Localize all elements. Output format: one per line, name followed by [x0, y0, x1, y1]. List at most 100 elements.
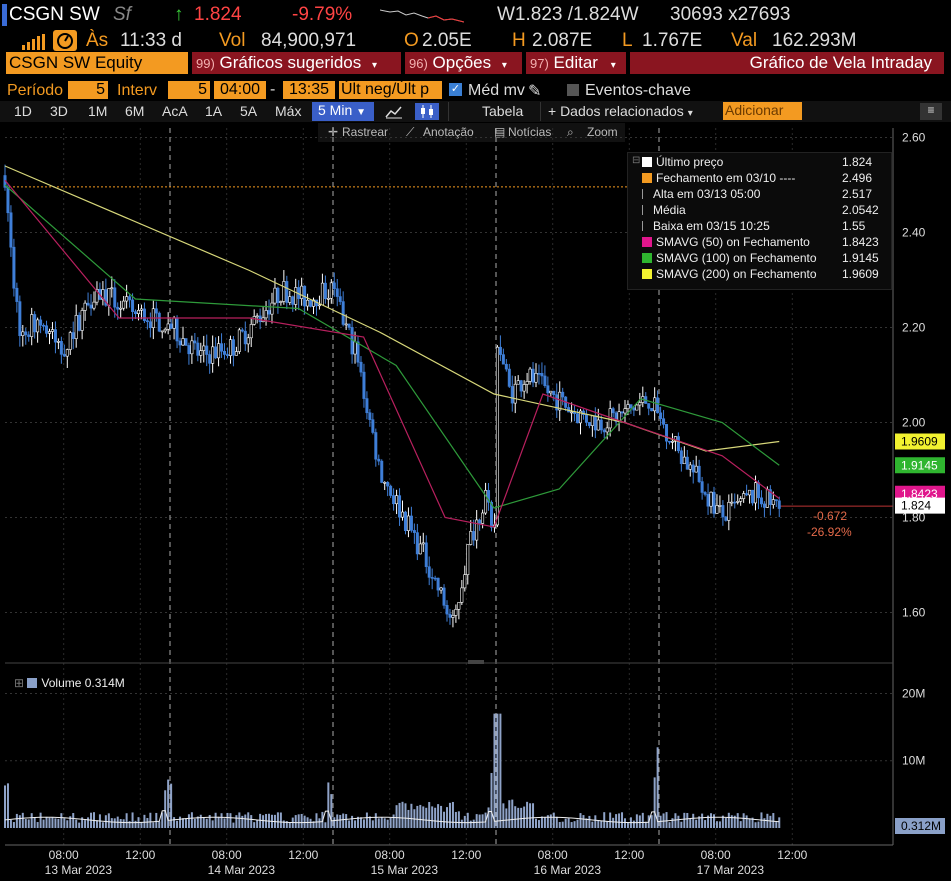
interval-input[interactable]: 5	[168, 81, 210, 99]
candle-body	[267, 310, 271, 315]
candle-body	[6, 187, 10, 214]
candle-body	[122, 300, 126, 309]
candle-body	[679, 450, 683, 465]
range-1m[interactable]: 1M	[88, 103, 108, 119]
volume-bar	[161, 812, 164, 828]
candle-body	[74, 315, 78, 339]
candle-body	[335, 288, 339, 297]
sma100-tag: 1.9145	[901, 458, 938, 472]
volume-tag-bg	[895, 818, 945, 834]
date-tick-label: 17 Mar 2023	[697, 863, 765, 877]
time-tick-label: 08:00	[538, 848, 568, 862]
volume-bar	[220, 813, 223, 828]
range-6m[interactable]: 6M	[125, 103, 145, 119]
pencil-icon[interactable]: ⟋	[406, 125, 415, 139]
volume-bar	[21, 812, 24, 828]
volume-bar	[288, 822, 291, 828]
candle-type-icon[interactable]	[415, 103, 439, 120]
menu-suggested-charts[interactable]: 99) Gráficos sugeridos ▾	[192, 52, 401, 74]
candle-body	[264, 310, 268, 319]
news-button[interactable]: Notícias	[508, 125, 552, 139]
last-price-tag-bg	[895, 497, 945, 514]
candle-body	[208, 354, 212, 364]
volume-bar	[223, 818, 226, 828]
candle-body	[451, 615, 455, 618]
candle-body	[119, 307, 123, 310]
volume-bar	[701, 813, 704, 828]
volume-bar	[72, 813, 75, 828]
range-1y[interactable]: 1A	[205, 103, 223, 119]
volume-bar	[778, 817, 781, 828]
candle-body	[498, 346, 502, 355]
volume-bar	[769, 815, 772, 828]
candle-body	[347, 323, 351, 328]
volume-bar	[647, 815, 650, 828]
news-icon[interactable]: ▤	[494, 125, 506, 139]
volume-bar	[131, 812, 134, 828]
legend-value: 1.55	[842, 219, 866, 233]
change-label: -0.672	[813, 509, 847, 523]
candle-body	[623, 408, 627, 414]
candle-body	[294, 287, 298, 305]
collapse-icon[interactable]: ⊟	[632, 155, 641, 166]
line-chart-icon[interactable]	[385, 104, 403, 119]
track-button[interactable]: Rastrear	[342, 125, 389, 139]
candle-body	[519, 380, 523, 392]
menu-icon[interactable]: ≡	[920, 103, 942, 120]
volume-bar	[152, 822, 155, 828]
menu-edit[interactable]: 97) Editar ▾	[526, 52, 626, 74]
volume-bar	[466, 812, 469, 828]
range-3d[interactable]: 3D	[50, 103, 68, 119]
candle-body	[62, 354, 66, 357]
menu-options[interactable]: 96) Opções ▾	[405, 52, 522, 74]
volume-bar	[374, 813, 377, 828]
candle-body	[166, 323, 170, 330]
volume-bar	[226, 812, 229, 828]
volume-bar	[60, 813, 63, 828]
range-max[interactable]: Máx	[275, 103, 302, 119]
candle-body	[653, 397, 657, 412]
interval-select[interactable]: 5 Min ▼	[312, 102, 374, 121]
crosshair-icon[interactable]: ✛	[328, 125, 339, 139]
volume-bar	[665, 812, 668, 828]
range-5y[interactable]: 5A	[240, 103, 258, 119]
period-input[interactable]: 5	[68, 81, 108, 99]
volume-bar	[422, 806, 425, 828]
collapse-icon[interactable]: ⊞	[14, 676, 28, 690]
divider	[540, 102, 541, 121]
volume-bar	[481, 814, 484, 828]
chart-tools: ✛ Rastrear ⟋ Anotação ▤ Notícias ⌕ Zoom	[0, 123, 951, 142]
volume-bar	[232, 822, 235, 828]
volume-bar	[721, 815, 724, 828]
candle-body	[552, 390, 556, 395]
volume-bar	[104, 815, 107, 828]
price-mode-select[interactable]: Últ neg/Últ p	[339, 81, 442, 99]
volume-bar	[45, 816, 48, 828]
volume-bar	[567, 818, 570, 828]
candle-body	[475, 519, 479, 541]
candle-body	[635, 404, 639, 411]
zoom-icon[interactable]: ⌕	[567, 125, 574, 139]
ticker[interactable]: CSGN SW	[9, 4, 100, 25]
open-label: O	[404, 30, 419, 51]
candle-body	[659, 412, 663, 419]
range-ytd[interactable]: AcA	[162, 103, 188, 119]
security-field[interactable]: CSGN SW Equity	[6, 52, 188, 74]
add-input[interactable]: Adicionar	[723, 102, 802, 120]
gauge-icon[interactable]	[53, 30, 77, 51]
annotation-button[interactable]: Anotação	[423, 125, 474, 139]
candle-body	[484, 490, 488, 514]
start-time-input[interactable]: 04:00	[214, 81, 266, 99]
volume-bar	[176, 820, 179, 828]
candle-body	[697, 465, 701, 482]
volume-bar	[179, 816, 182, 828]
range-1d[interactable]: 1D	[14, 103, 32, 119]
zoom-button[interactable]: Zoom	[587, 125, 618, 139]
related-data-button[interactable]: + Dados relacionados ▾	[548, 103, 693, 119]
med-mv-checkbox[interactable]: ✓	[449, 83, 462, 96]
end-time-input[interactable]: 13:35	[283, 81, 335, 99]
price-tick-label: 1.60	[902, 606, 926, 620]
pencil-icon[interactable]: ✎	[528, 83, 542, 100]
table-button[interactable]: Tabela	[482, 103, 524, 119]
events-checkbox[interactable]	[567, 84, 579, 96]
